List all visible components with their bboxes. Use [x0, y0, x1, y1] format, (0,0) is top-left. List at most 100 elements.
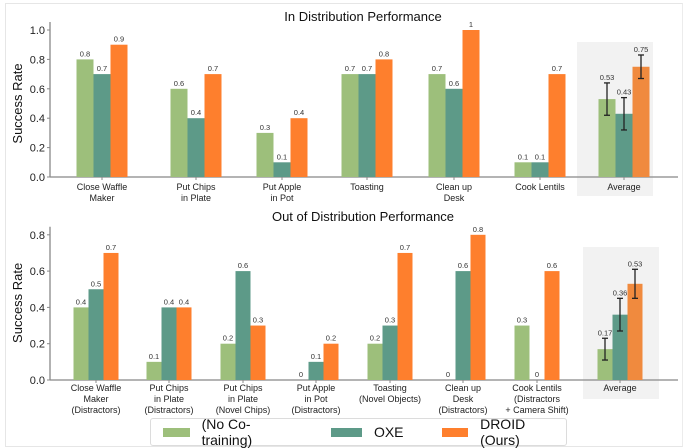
bar-no-co-training	[428, 74, 446, 177]
bar-droid-ours	[110, 44, 128, 178]
bar-oxe	[358, 74, 376, 177]
bar-oxe	[88, 289, 104, 380]
bar-no-co-training	[170, 88, 188, 177]
value-label: 0.8	[473, 225, 483, 234]
value-label: 0.7	[432, 64, 442, 73]
bar-droid-ours	[397, 252, 413, 380]
x-tick-label: Desk	[444, 193, 465, 203]
value-label: 0.3	[260, 123, 270, 132]
value-label: 0.7	[106, 243, 116, 252]
bar-droid-ours	[290, 118, 308, 177]
x-tick-label: (Distractors)	[72, 405, 121, 415]
bar-no-co-training	[597, 349, 613, 380]
legend-swatch-no-cotraining	[163, 427, 190, 437]
bar-oxe	[235, 271, 251, 380]
y-tick-label: 0.0	[30, 375, 45, 387]
y-tick-label: 0.8	[30, 230, 45, 242]
bar-droid-ours	[176, 307, 192, 380]
y-tick-label: 0.8	[30, 54, 45, 66]
y-axis-label: Success Rate	[10, 263, 25, 343]
value-label: 0.7	[400, 243, 410, 252]
bar-oxe	[531, 162, 549, 177]
legend-item-no-cotraining: (No Co-training)	[163, 416, 287, 448]
value-label: 0.7	[208, 64, 218, 73]
y-axis-label: Success Rate	[10, 63, 25, 143]
bar-oxe	[308, 361, 324, 380]
bar-no-co-training	[367, 343, 383, 380]
value-label: 0.3	[253, 316, 263, 325]
bar-droid-ours	[250, 325, 266, 380]
figure-frame	[5, 3, 683, 447]
bar-droid-ours	[462, 30, 480, 177]
bar-oxe	[612, 314, 628, 380]
value-label: 0.4	[76, 297, 86, 306]
bar-droid-ours	[632, 66, 650, 177]
value-label: 0.43	[617, 88, 632, 97]
value-label: 0.7	[345, 64, 355, 73]
x-tick-label: in Pot	[270, 193, 294, 203]
legend-swatch-droid	[441, 427, 469, 437]
y-tick-label: 0.4	[30, 113, 45, 125]
x-tick-label: Average	[603, 383, 636, 393]
value-label: 1	[469, 20, 473, 29]
x-tick-label: Put Apple	[297, 383, 336, 393]
x-tick-label: Average	[607, 182, 640, 192]
value-label: 0	[535, 370, 539, 379]
value-label: 0.1	[518, 152, 528, 161]
value-label: 0.7	[362, 64, 372, 73]
value-label: 0.1	[149, 352, 159, 361]
x-tick-label: Maker	[89, 193, 114, 203]
bar-droid-ours	[103, 252, 119, 380]
chart-out-of-distribution: Out of Distribution Performance Success R…	[10, 209, 678, 415]
x-tick-label: in Plate	[154, 394, 184, 404]
bar-oxe	[615, 113, 633, 177]
x-tick-label: (Distractors)	[439, 405, 488, 415]
y-tick-label: 0.6	[30, 266, 45, 278]
value-label: 0	[299, 370, 303, 379]
chart-title: In Distribution Performance	[284, 9, 442, 24]
value-label: 0.2	[223, 334, 233, 343]
value-label: 0.2	[370, 334, 380, 343]
value-label: 0.53	[628, 259, 643, 268]
value-label: 0.7	[97, 64, 107, 73]
legend-label: (No Co-training)	[201, 416, 253, 448]
bar-oxe	[445, 88, 463, 177]
value-label: 0.1	[535, 152, 545, 161]
bar-no-co-training	[256, 132, 274, 177]
value-label: 0.4	[294, 108, 304, 117]
legend-label: OXE	[373, 424, 404, 440]
value-label: 0.5	[91, 279, 101, 288]
x-tick-label: Put Chips	[223, 383, 263, 393]
value-label: 0.4	[191, 108, 201, 117]
bar-droid-ours	[544, 271, 560, 380]
bar-no-co-training	[76, 59, 94, 177]
bar-no-co-training	[514, 325, 530, 380]
x-tick-label: (Distractors	[514, 394, 561, 404]
x-tick-label: + Camera Shift)	[505, 405, 568, 415]
x-tick-label: Toasting	[373, 383, 407, 393]
legend: (No Co-training) OXE DROID (Ours)	[150, 416, 567, 448]
bar-no-co-training	[341, 74, 359, 177]
chart-in-distribution: In Distribution Performance Success Rate 0…	[10, 9, 678, 203]
value-label: 0.6	[458, 261, 468, 270]
bar-no-co-training	[220, 343, 236, 380]
bar-oxe	[187, 118, 205, 177]
chart-title: Out of Distribution Performance	[272, 209, 454, 224]
x-tick-label: Put Chips	[176, 182, 216, 192]
bar-droid-ours	[323, 343, 339, 380]
value-label: 0.3	[385, 316, 395, 325]
value-label: 0	[446, 370, 450, 379]
value-label: 0.4	[164, 297, 174, 306]
x-tick-label: in Plate	[181, 193, 211, 203]
x-tick-label: (Distractors)	[292, 405, 341, 415]
legend-label: DROID (Ours)	[480, 416, 526, 448]
value-label: 0.6	[547, 261, 557, 270]
x-tick-label: (Novel Chips)	[216, 405, 271, 415]
bar-oxe	[455, 271, 471, 380]
bar-oxe	[273, 162, 291, 177]
legend-item-droid: DROID (Ours)	[441, 416, 556, 448]
x-tick-label: Toasting	[350, 182, 384, 192]
value-label: 0.1	[277, 152, 287, 161]
bar-no-co-training	[598, 99, 616, 177]
